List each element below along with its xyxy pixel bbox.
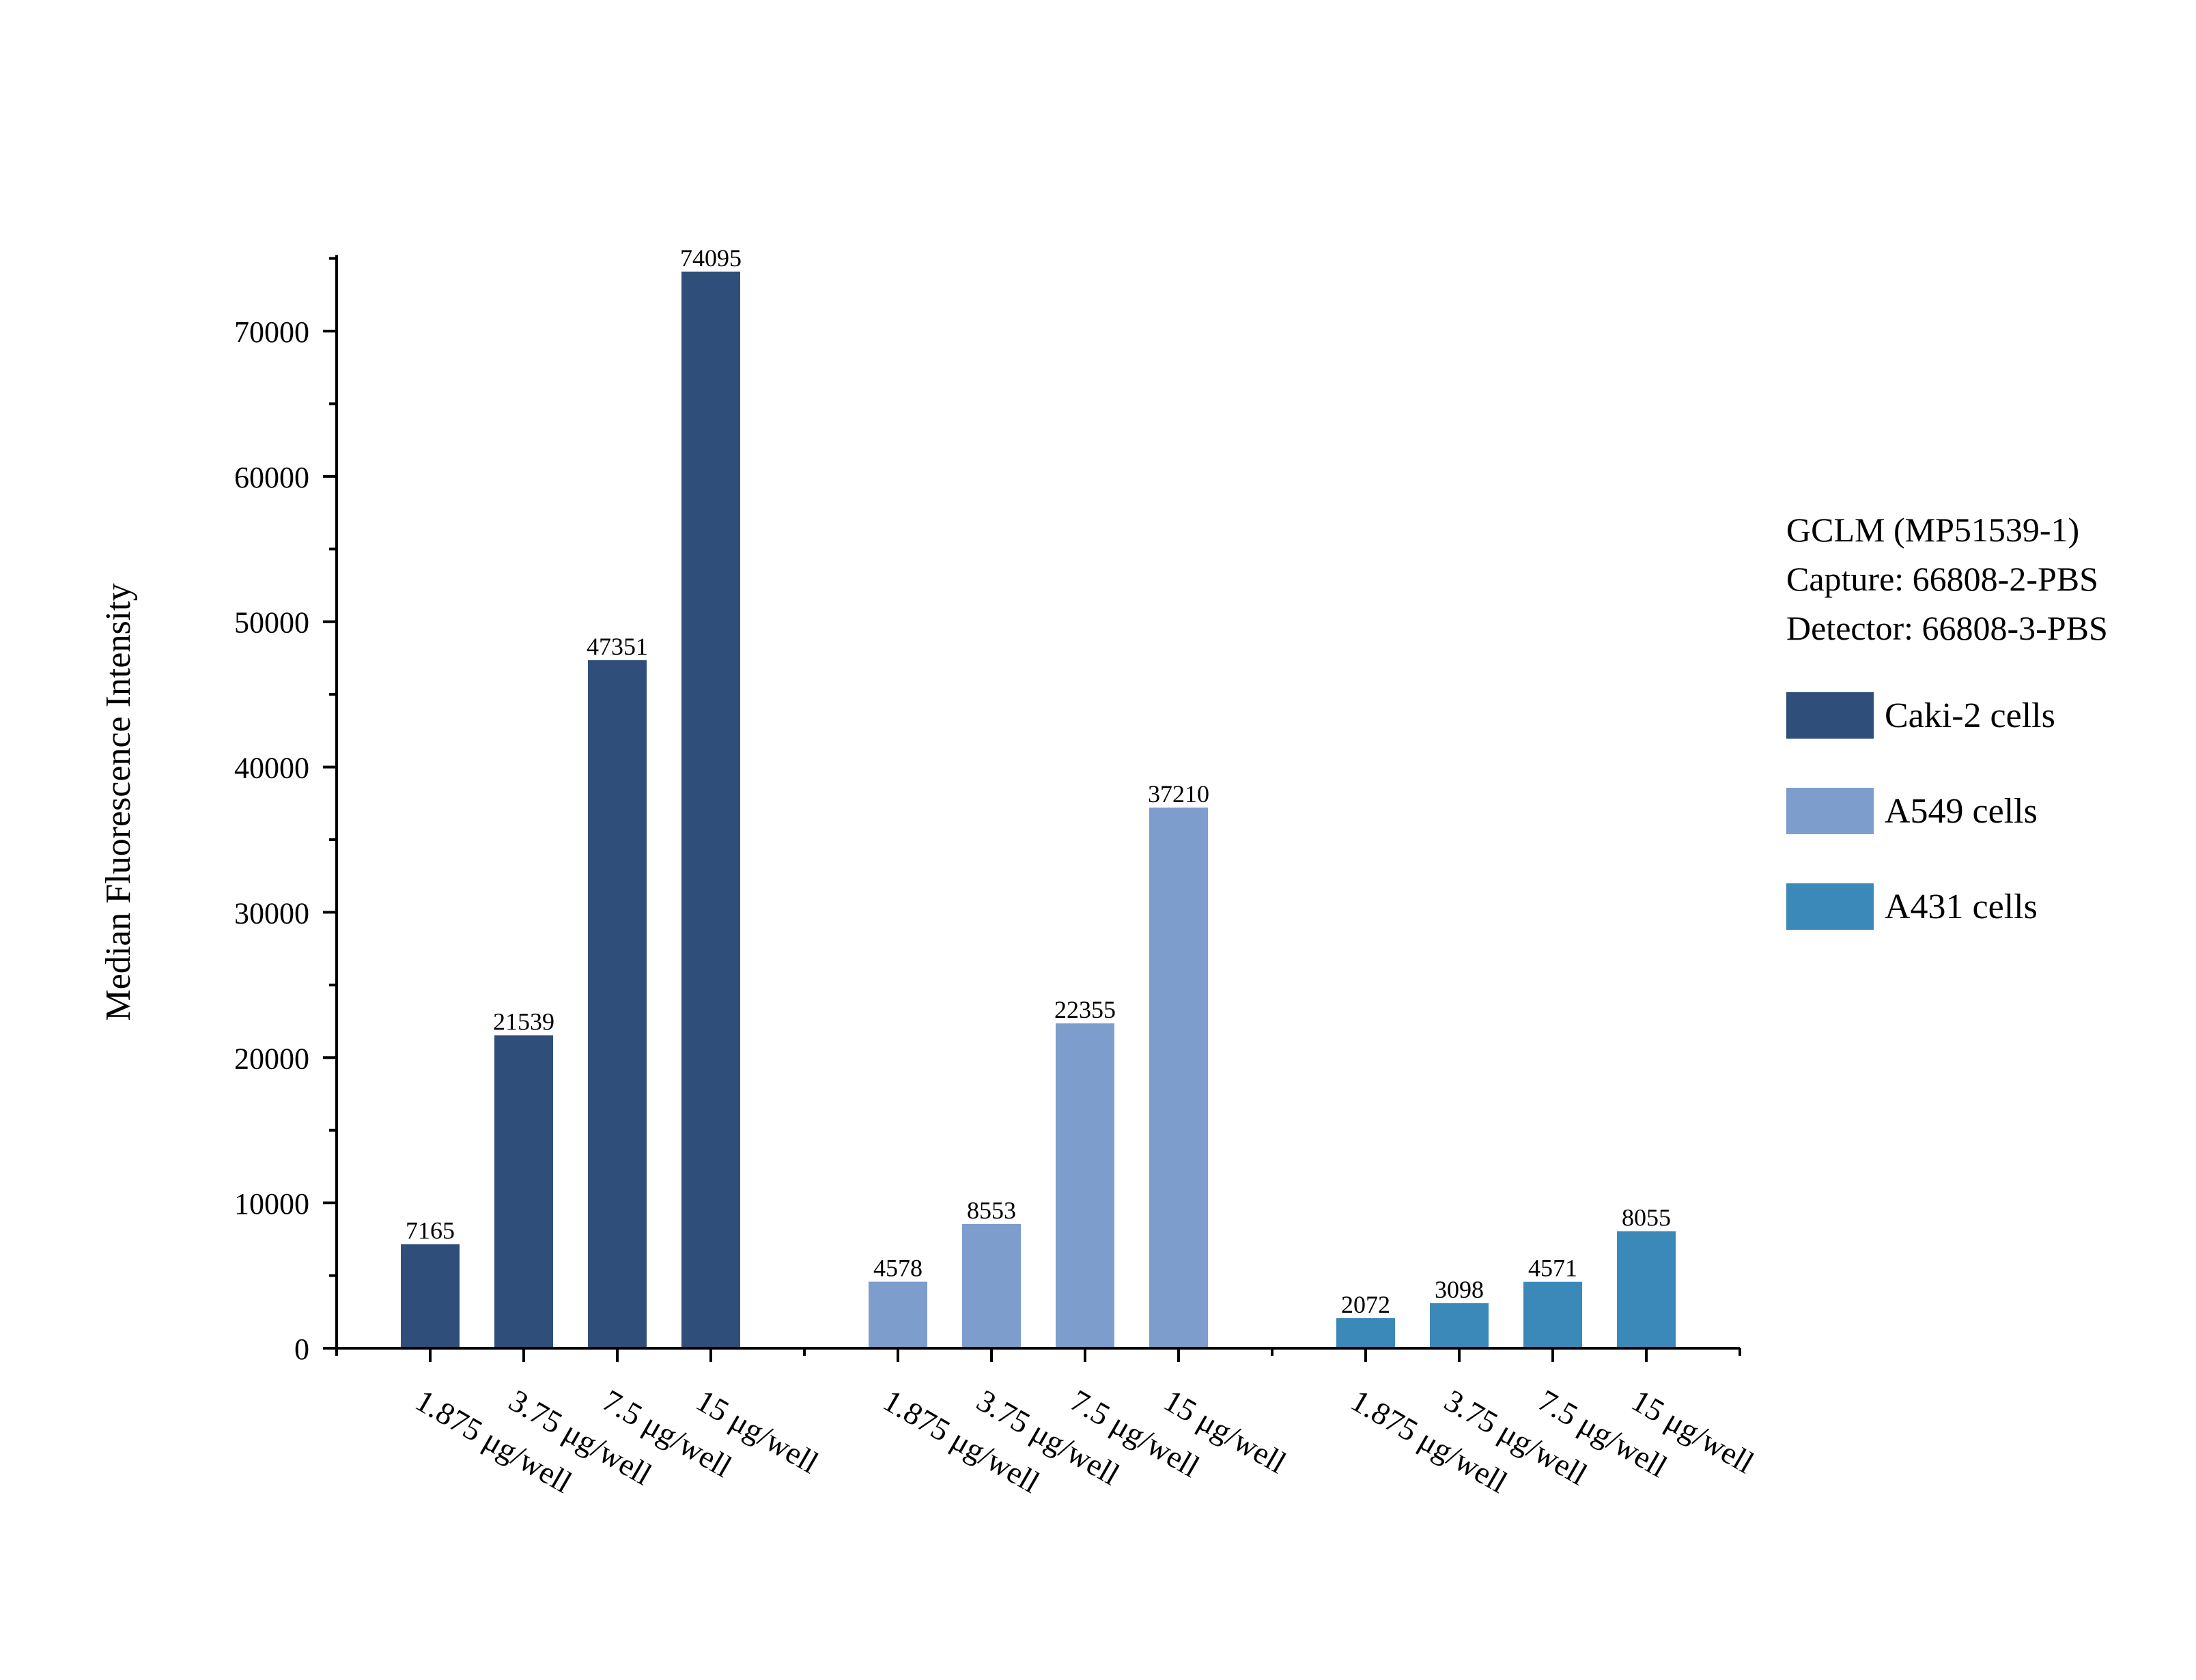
bar-value-label: 7165 <box>406 1216 455 1244</box>
legend-label: A549 cells <box>1885 791 2038 831</box>
bar-labels-layer: 7165 21539 47351 74095 4578 8553 22355 37210 207… <box>406 244 1671 1318</box>
legend-title-line-1: GCLM (MP51539-1) <box>1786 511 2080 549</box>
y-tick-label: 70000 <box>234 315 309 349</box>
bar-value-label: 4571 <box>1528 1255 1577 1282</box>
legend-label: Caki-2 cells <box>1885 696 2055 735</box>
y-tick-label: 10000 <box>234 1187 309 1221</box>
legend-title-line-3: Detector: 66808-3-PBS <box>1786 609 2108 647</box>
bars-layer <box>401 271 1676 1349</box>
bar-value-label: 47351 <box>587 633 648 660</box>
legend-entry-a431: A431 cells <box>1786 883 2182 930</box>
bar <box>869 1281 927 1348</box>
bar <box>1149 807 1208 1348</box>
bar-value-label: 8553 <box>967 1197 1016 1224</box>
bar-value-label: 2072 <box>1341 1291 1390 1318</box>
legend-swatch <box>1786 883 1874 930</box>
bar-value-label: 74095 <box>680 244 742 272</box>
y-tick-label: 0 <box>294 1333 309 1366</box>
legend-label: A431 cells <box>1885 887 2038 926</box>
legend-swatch <box>1786 692 1874 739</box>
bar <box>1617 1231 1676 1348</box>
legend-title-line-2: Capture: 66808-2-PBS <box>1786 560 2098 598</box>
legend-entry-a549: A549 cells <box>1786 788 2182 834</box>
bar-value-label: 37210 <box>1148 780 1209 808</box>
y-tick-label: 20000 <box>234 1042 309 1075</box>
bar <box>588 660 647 1348</box>
bar <box>494 1035 553 1348</box>
bar <box>1523 1281 1582 1348</box>
y-tick-label: 60000 <box>234 461 309 494</box>
axes-layer <box>335 255 1740 1350</box>
bar-value-label: 8055 <box>1622 1204 1671 1231</box>
y-ticks-layer: 0 10000 20000 30000 40000 50000 60000 70000 <box>234 257 337 1366</box>
bar <box>401 1244 460 1348</box>
bar <box>962 1223 1021 1348</box>
bar-value-label: 22355 <box>1054 996 1116 1023</box>
legend-entry-caki-2: Caki-2 cells <box>1786 692 2182 739</box>
bar-value-label: 3098 <box>1435 1276 1484 1303</box>
y-tick-label: 30000 <box>234 896 309 930</box>
legend-entries: Caki-2 cells A549 cells A431 cells <box>1786 692 2182 930</box>
y-axis-title: Median Fluorescence Intensity <box>99 583 138 1021</box>
y-tick-label: 50000 <box>234 606 309 640</box>
legend-swatch <box>1786 788 1874 834</box>
bar <box>1336 1318 1395 1348</box>
y-tick-label: 40000 <box>234 752 309 785</box>
bar <box>1056 1023 1114 1348</box>
legend: GCLM (MP51539-1) Capture: 66808-2-PBS De… <box>1786 505 2182 979</box>
bar-value-label: 4578 <box>873 1255 923 1282</box>
bar-value-label: 21539 <box>493 1008 554 1036</box>
bar <box>681 271 740 1349</box>
bar <box>1430 1303 1489 1348</box>
